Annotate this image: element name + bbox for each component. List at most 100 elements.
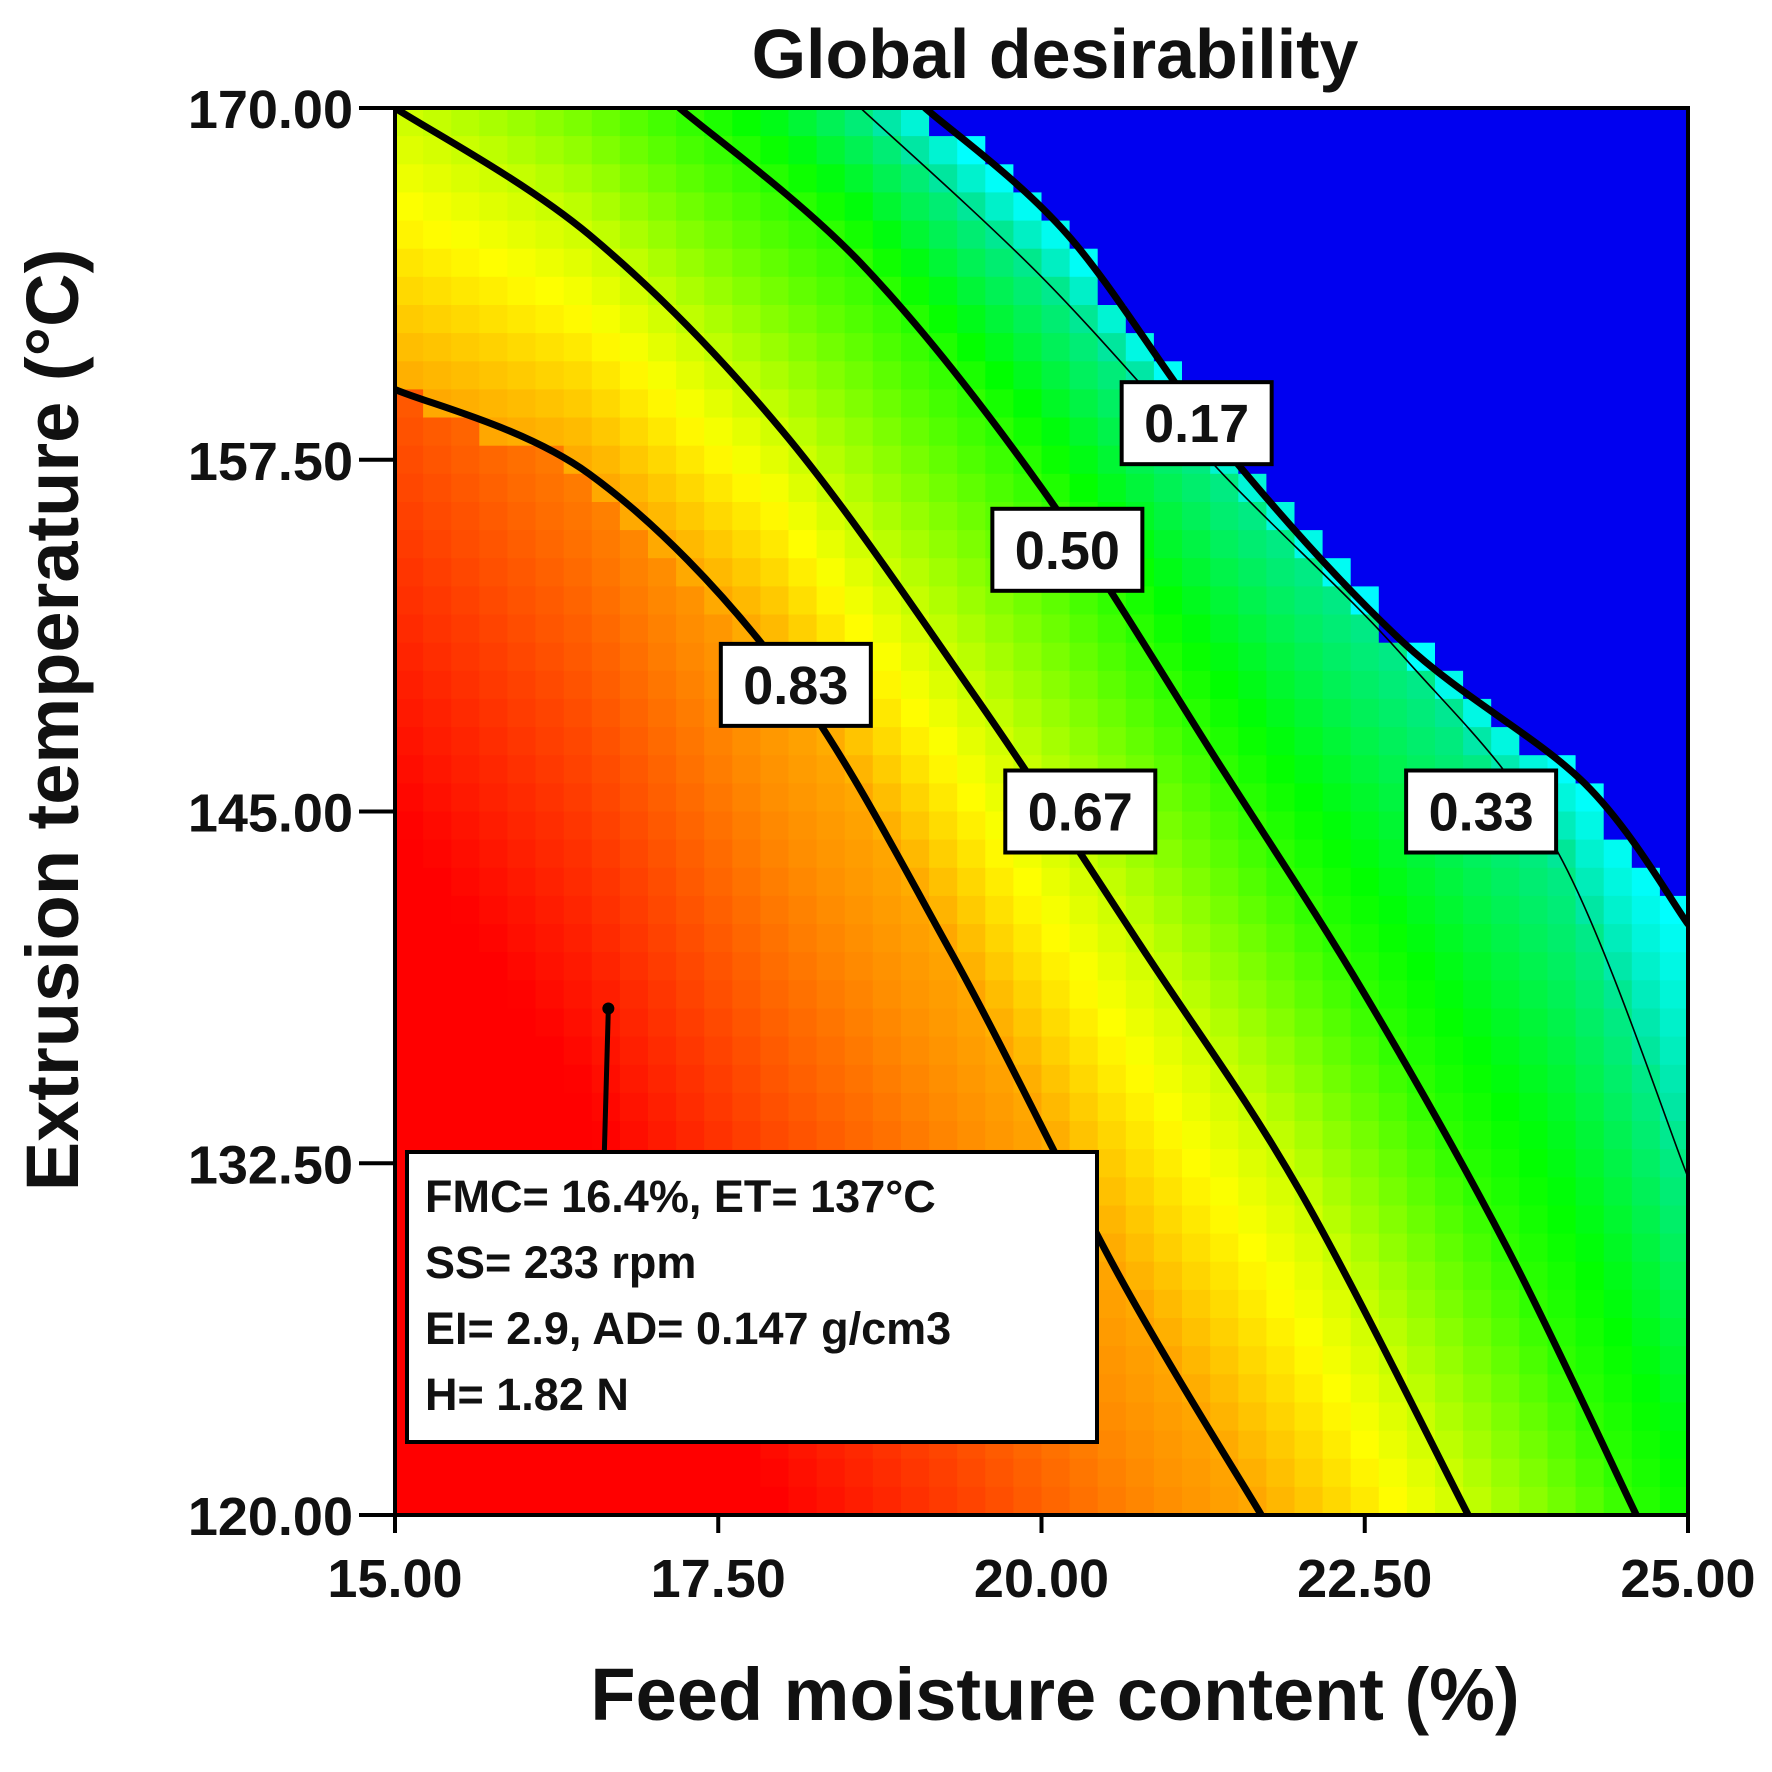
heat-cell: [1238, 192, 1267, 222]
heat-cell: [816, 952, 846, 981]
heat-cell: [1097, 1036, 1127, 1066]
heat-cell: [1322, 1036, 1352, 1066]
heat-cell: [1378, 1177, 1408, 1206]
heat-cell: [676, 1486, 705, 1515]
heat-cell: [985, 1092, 1014, 1122]
heat-cell: [451, 558, 480, 587]
heat-cell: [479, 361, 508, 390]
heat-cell: [1463, 502, 1492, 531]
heat-cell: [788, 727, 818, 756]
heat-cell: [1013, 108, 1043, 137]
heat-cell: [1294, 1121, 1324, 1150]
heat-cell: [648, 136, 677, 165]
heat-cell: [676, 192, 705, 222]
heat-cell: [1125, 980, 1155, 1009]
heat-cell: [1322, 1430, 1352, 1460]
heat-cell: [816, 305, 846, 334]
heat-cell: [1182, 895, 1211, 925]
heat-cell: [1435, 1233, 1464, 1263]
heat-cell: [619, 839, 649, 869]
annotation-line: SS= 233 rpm: [425, 1237, 696, 1288]
heat-cell: [1378, 1402, 1408, 1432]
heat-cell: [1547, 1402, 1577, 1432]
heat-cell: [648, 670, 677, 700]
contour-label-0-67: 0.67: [1003, 768, 1158, 855]
heat-cell: [395, 192, 424, 222]
heat-cell: [1519, 417, 1548, 447]
heat-cell: [1378, 1121, 1408, 1150]
heat-cell: [1069, 361, 1099, 390]
heat-cell: [1463, 108, 1492, 137]
heat-cell: [1153, 895, 1183, 925]
heat-cell: [1631, 1261, 1661, 1291]
heat-cell: [1153, 867, 1183, 897]
heat-cell: [760, 924, 790, 953]
heat-cell: [1519, 1092, 1548, 1122]
heat-cell: [1378, 895, 1408, 925]
heat-cell: [563, 502, 593, 531]
heat-cell: [648, 642, 677, 672]
heat-cell: [1125, 1346, 1155, 1375]
heat-cell: [1463, 895, 1492, 925]
heat-cell: [451, 1008, 480, 1038]
heat-cell: [929, 1486, 958, 1515]
heat-cell: [704, 1486, 733, 1515]
heat-cell: [1182, 276, 1211, 306]
heat-cell: [1378, 839, 1408, 869]
heat-cell: [648, 473, 677, 503]
heat-cell: [1659, 558, 1688, 587]
heat-cell: [1097, 136, 1127, 165]
heat-cell: [1350, 333, 1380, 362]
heat-cell: [1631, 445, 1661, 475]
heat-cell: [929, 783, 958, 813]
heat-cell: [1575, 1318, 1605, 1347]
heat-cell: [1322, 1177, 1352, 1206]
heat-cell: [1435, 192, 1464, 222]
heat-cell: [1519, 361, 1548, 390]
heat-cell: [423, 502, 452, 531]
heat-cell: [760, 867, 790, 897]
heat-cell: [1378, 1289, 1408, 1319]
heat-cell: [985, 867, 1014, 897]
heat-cell: [1266, 1458, 1296, 1488]
heat-cell: [1266, 1486, 1296, 1515]
contour-line-0-67: [395, 108, 1472, 1515]
heat-cell: [451, 108, 480, 137]
heat-cell: [1378, 248, 1408, 278]
heat-cell: [1266, 1402, 1296, 1432]
heat-cell: [1547, 1289, 1577, 1319]
heat-cell: [872, 642, 902, 672]
heat-cell: [648, 698, 677, 728]
heat-cell: [1547, 980, 1577, 1009]
contour-line-0-33: [859, 108, 1688, 1179]
heat-cell: [1182, 1121, 1211, 1150]
heat-cell: [732, 980, 761, 1009]
heat-cell: [760, 1008, 790, 1038]
heat-cell: [479, 1092, 508, 1122]
heat-cell: [704, 867, 733, 897]
heat-cell: [760, 783, 790, 813]
heat-cell: [732, 1121, 761, 1150]
heat-cell: [1631, 1430, 1661, 1460]
heat-cell: [619, 530, 649, 559]
heat-cell: [535, 558, 565, 587]
x-tick-label: 17.50: [651, 1549, 786, 1609]
heat-cell: [535, 642, 565, 672]
heat-cell: [1575, 614, 1605, 644]
heat-cell: [1603, 248, 1633, 278]
heat-cell: [1153, 1064, 1183, 1094]
heat-cell: [1631, 698, 1661, 728]
heat-cell: [844, 1092, 874, 1122]
heat-cell: [423, 727, 452, 756]
heat-cell: [901, 417, 930, 447]
heat-cell: [816, 1458, 846, 1488]
heat-cell: [1491, 1177, 1520, 1206]
heat-cell: [1125, 727, 1155, 756]
heat-cell: [563, 417, 593, 447]
heat-cell: [676, 642, 705, 672]
heat-cell: [844, 1008, 874, 1038]
heat-cell: [1603, 1036, 1633, 1066]
heat-cell: [901, 811, 930, 841]
heat-cell: [1238, 698, 1267, 728]
heat-cell: [1153, 1177, 1183, 1206]
